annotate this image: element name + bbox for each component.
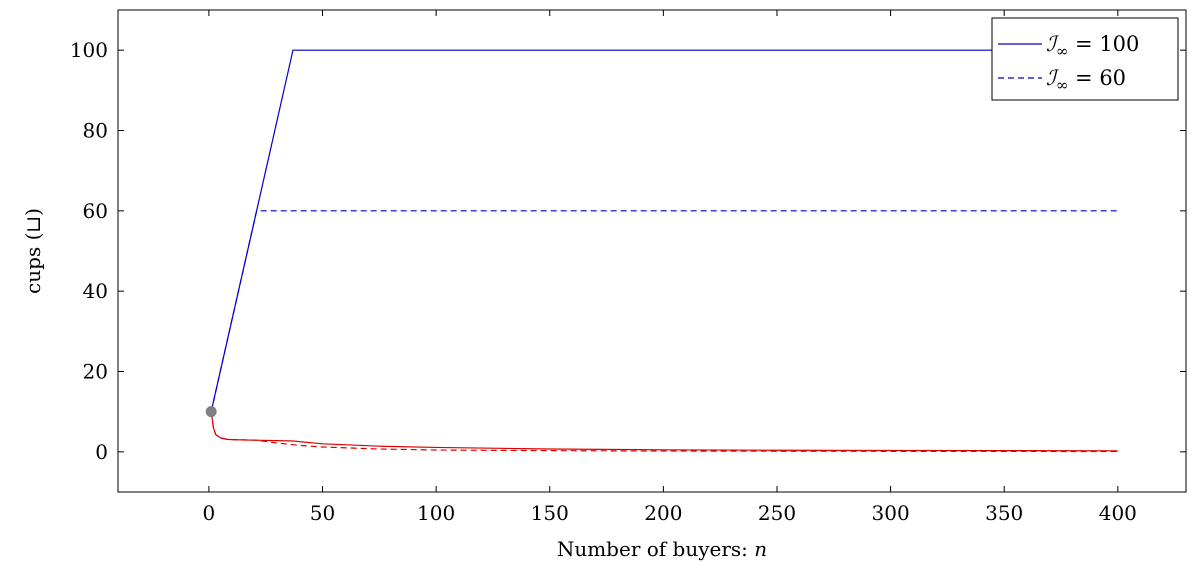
y-tick-label: 80 xyxy=(83,119,108,143)
legend-symbol: ℐ xyxy=(1046,66,1059,90)
series-group xyxy=(210,49,1118,453)
x-tick-label: 50 xyxy=(310,501,335,525)
x-tick-label: 400 xyxy=(1099,501,1137,525)
y-tick-label: 20 xyxy=(83,360,108,384)
series-line-3-red-solid xyxy=(210,411,1118,452)
y-axis-label: cups (⊔) xyxy=(21,208,45,294)
y-tick-label: 40 xyxy=(83,279,108,303)
series-line-2-blue-dashed xyxy=(210,210,1118,412)
legend-value: = 60 xyxy=(1068,66,1126,90)
series-line-4-red-dashed xyxy=(210,411,1118,453)
legend-label: ℐ∞ = 100 xyxy=(1046,32,1139,60)
y-tick-label: 0 xyxy=(95,440,108,464)
legend-symbol: ℐ xyxy=(1046,32,1059,56)
x-tick-label: 250 xyxy=(758,501,796,525)
start-point xyxy=(205,406,217,418)
axis-ticks: 0 50 100 150 200 250 300 350 400 0 20 40 60 80 100 xyxy=(70,10,1186,525)
x-tick-label: 100 xyxy=(417,501,455,525)
plot-frame xyxy=(117,9,1187,493)
y-tick-label: 100 xyxy=(70,38,108,62)
start-marker xyxy=(205,406,217,418)
x-tick-label: 0 xyxy=(203,501,216,525)
legend-value: = 100 xyxy=(1068,32,1139,56)
series-line-1-blue-solid xyxy=(210,49,1118,412)
x-tick-label: 150 xyxy=(531,501,569,525)
x-tick-label: 350 xyxy=(985,501,1023,525)
y-tick-label: 60 xyxy=(83,199,108,223)
legend-subscript: ∞ xyxy=(1056,76,1069,94)
legend-box xyxy=(991,17,1179,101)
x-axis-label: Number of buyers: n xyxy=(557,537,767,561)
x-tick-label: 300 xyxy=(872,501,910,525)
legend-label: ℐ∞ = 60 xyxy=(1046,66,1126,94)
legend-subscript: ∞ xyxy=(1056,42,1069,60)
x-tick-label: 200 xyxy=(644,501,682,525)
